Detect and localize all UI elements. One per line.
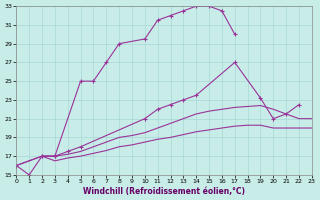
X-axis label: Windchill (Refroidissement éolien,°C): Windchill (Refroidissement éolien,°C) — [83, 187, 245, 196]
